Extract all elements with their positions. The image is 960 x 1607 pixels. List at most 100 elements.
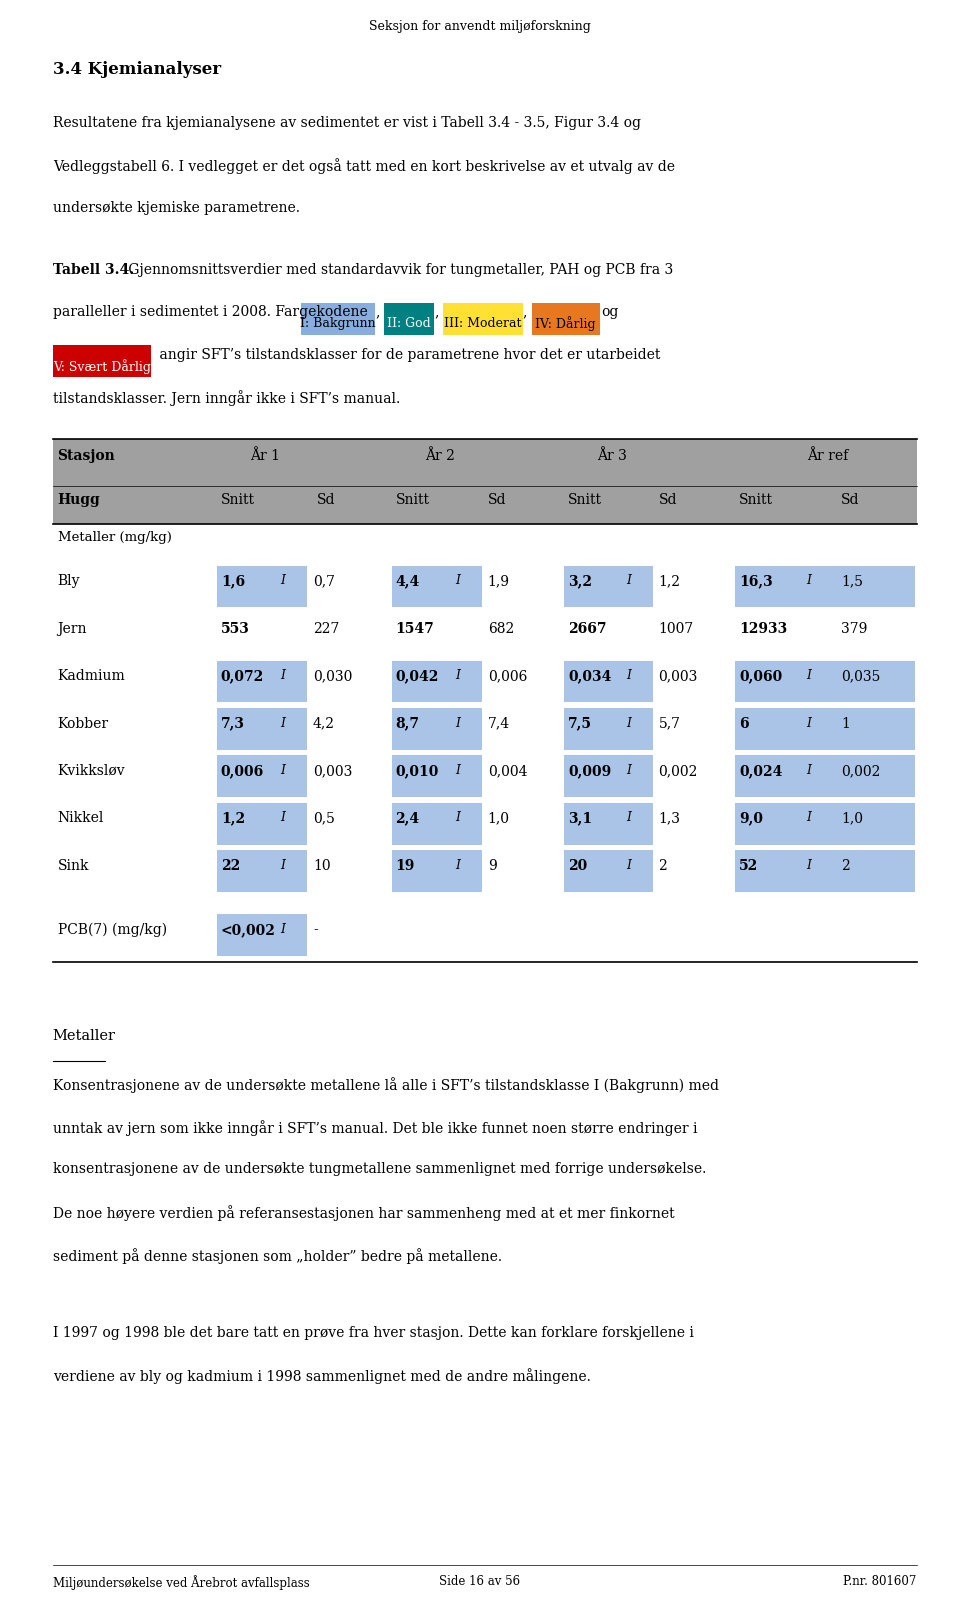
- Bar: [53, 439, 917, 485]
- Text: 5,7: 5,7: [659, 717, 681, 731]
- Text: 0,009: 0,009: [568, 763, 612, 778]
- Text: I: I: [626, 574, 631, 587]
- Text: År 2: År 2: [424, 448, 455, 463]
- Text: 19: 19: [396, 858, 415, 873]
- Text: 6: 6: [739, 717, 749, 731]
- Text: 2: 2: [841, 858, 850, 873]
- Bar: [217, 914, 307, 956]
- Text: -: -: [313, 922, 318, 937]
- Text: 0,7: 0,7: [313, 574, 335, 588]
- Text: I: Bakgrunn: I: Bakgrunn: [300, 317, 376, 329]
- Text: Metaller (mg/kg): Metaller (mg/kg): [58, 532, 172, 545]
- Text: 1: 1: [841, 717, 850, 731]
- Text: Vedleggstabell 6. I vedlegget er det også tatt med en kort beskrivelse av et utv: Vedleggstabell 6. I vedlegget er det ogs…: [53, 157, 675, 174]
- Text: 0,060: 0,060: [739, 669, 782, 683]
- Text: I: I: [455, 858, 460, 871]
- Bar: [564, 566, 653, 607]
- Text: 0,030: 0,030: [313, 669, 352, 683]
- Text: 9: 9: [488, 858, 496, 873]
- Text: Kadmium: Kadmium: [58, 669, 126, 683]
- Text: sediment på denne stasjonen som „holder” bedre på metallene.: sediment på denne stasjonen som „holder”…: [53, 1247, 502, 1263]
- Text: 16,3: 16,3: [739, 574, 773, 588]
- Text: Snitt: Snitt: [396, 493, 429, 506]
- Bar: [392, 566, 482, 607]
- Text: I: I: [626, 717, 631, 730]
- Text: Sink: Sink: [58, 858, 89, 873]
- Text: III: Moderat: III: Moderat: [444, 317, 521, 329]
- Text: 682: 682: [488, 622, 514, 636]
- Text: 0,006: 0,006: [221, 763, 264, 778]
- Text: I: I: [626, 763, 631, 776]
- Text: Seksjon for anvendt miljøforskning: Seksjon for anvendt miljøforskning: [369, 19, 591, 34]
- Text: Resultatene fra kjemianalysene av sedimentet er vist i Tabell 3.4 - 3.5, Figur 3: Resultatene fra kjemianalysene av sedime…: [53, 116, 641, 130]
- Bar: [564, 755, 653, 797]
- Text: 4,2: 4,2: [313, 717, 335, 731]
- Text: 0,002: 0,002: [659, 763, 698, 778]
- Text: ,: ,: [375, 305, 380, 320]
- Text: V: Svært Dårlig: V: Svært Dårlig: [53, 358, 151, 374]
- Text: Metaller: Metaller: [53, 1028, 116, 1043]
- Text: I: I: [806, 812, 811, 824]
- Text: 7,5: 7,5: [568, 717, 592, 731]
- Text: og: og: [602, 305, 619, 320]
- Text: Stasjon: Stasjon: [58, 448, 115, 463]
- Bar: [735, 804, 915, 845]
- Text: I: I: [455, 763, 460, 776]
- Text: I: I: [280, 812, 285, 824]
- Text: Bly: Bly: [58, 574, 80, 588]
- Text: 1007: 1007: [659, 622, 694, 636]
- Text: 2: 2: [659, 858, 667, 873]
- Text: 0,002: 0,002: [841, 763, 880, 778]
- Bar: [301, 302, 375, 334]
- Text: Sd: Sd: [659, 493, 677, 506]
- Text: 7,4: 7,4: [488, 717, 510, 731]
- Text: 227: 227: [313, 622, 339, 636]
- Text: I: I: [806, 574, 811, 587]
- Text: 1,2: 1,2: [221, 812, 245, 826]
- Text: 1,5: 1,5: [841, 574, 863, 588]
- Text: 0,010: 0,010: [396, 763, 439, 778]
- Text: 12933: 12933: [739, 622, 787, 636]
- Text: Miljøundersøkelse ved Årebrot avfallsplass: Miljøundersøkelse ved Årebrot avfallspla…: [53, 1575, 309, 1589]
- Text: I: I: [626, 812, 631, 824]
- Bar: [384, 302, 434, 334]
- Text: Snitt: Snitt: [739, 493, 773, 506]
- Bar: [392, 804, 482, 845]
- Text: 0,024: 0,024: [739, 763, 782, 778]
- Text: 0,042: 0,042: [396, 669, 439, 683]
- Text: I: I: [280, 858, 285, 871]
- Text: Kobber: Kobber: [58, 717, 108, 731]
- Text: I: I: [280, 763, 285, 776]
- Text: 2,4: 2,4: [396, 812, 420, 826]
- Text: 0,034: 0,034: [568, 669, 612, 683]
- Text: Sd: Sd: [317, 493, 335, 506]
- Text: tilstandsklasser. Jern inngår ikke i SFT’s manual.: tilstandsklasser. Jern inngår ikke i SFT…: [53, 391, 400, 407]
- Text: verdiene av bly og kadmium i 1998 sammenlignet med de andre målingene.: verdiene av bly og kadmium i 1998 sammen…: [53, 1368, 590, 1384]
- Text: Gjennomsnittsverdier med standardavvik for tungmetaller, PAH og PCB fra 3: Gjennomsnittsverdier med standardavvik f…: [124, 262, 673, 276]
- Bar: [735, 566, 915, 607]
- Text: 20: 20: [568, 858, 588, 873]
- Text: I: I: [280, 574, 285, 587]
- Text: ,: ,: [434, 305, 439, 320]
- Text: År 1: År 1: [250, 448, 280, 463]
- Text: Nikkel: Nikkel: [58, 812, 104, 826]
- Bar: [564, 660, 653, 702]
- Text: De noe høyere verdien på referansestasjonen har sammenheng med at et mer finkorn: De noe høyere verdien på referansestasjo…: [53, 1205, 675, 1221]
- Text: 4,4: 4,4: [396, 574, 420, 588]
- Text: 9,0: 9,0: [739, 812, 763, 826]
- Bar: [53, 485, 917, 524]
- Text: År 3: År 3: [596, 448, 627, 463]
- Text: 3,2: 3,2: [568, 574, 592, 588]
- Text: I: I: [280, 717, 285, 730]
- Text: 10: 10: [313, 858, 330, 873]
- Text: I: I: [806, 669, 811, 681]
- Text: 3,1: 3,1: [568, 812, 592, 826]
- Bar: [392, 850, 482, 892]
- Text: 8,7: 8,7: [396, 717, 420, 731]
- Text: P.nr. 801607: P.nr. 801607: [844, 1575, 917, 1588]
- Bar: [564, 850, 653, 892]
- Bar: [217, 660, 307, 702]
- Bar: [735, 660, 915, 702]
- Text: paralleller i sedimentet i 2008. Fargekodene: paralleller i sedimentet i 2008. Fargeko…: [53, 305, 372, 320]
- Text: 0,004: 0,004: [488, 763, 527, 778]
